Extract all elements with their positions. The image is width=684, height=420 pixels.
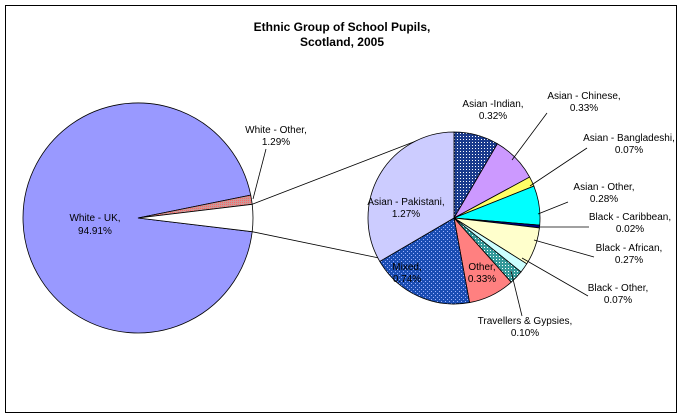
slice-label-black-african-name: Black - African, bbox=[596, 243, 663, 254]
slice-label-white-other-name: White - Other, bbox=[245, 125, 307, 136]
slice-label-white-uk-name: White - UK, bbox=[69, 213, 120, 224]
slice-label-black-other-name: Black - Other, bbox=[588, 283, 649, 294]
leader-line-asian-bangladeshi bbox=[529, 147, 588, 187]
slice-label-asian-other-name: Asian - Other, bbox=[573, 182, 634, 193]
secondary-pie bbox=[367, 131, 541, 305]
slice-label-asian-chinese-name: Asian - Chinese, bbox=[547, 91, 620, 102]
connector-lines bbox=[252, 135, 430, 259]
chart-title-line-2: Scotland, 2005 bbox=[300, 35, 384, 49]
slice-label-asian-bangladeshi-value: 0.07% bbox=[615, 145, 643, 156]
leader-line-asian-chinese bbox=[511, 112, 548, 161]
leader-line-white-other bbox=[252, 148, 267, 200]
leader-line-travellers bbox=[510, 270, 523, 317]
leader-line-asian-other bbox=[537, 201, 569, 215]
slice-label-white-other-value: 1.29% bbox=[262, 137, 290, 148]
slice-label-asian-other-value: 0.28% bbox=[590, 194, 618, 205]
slice-label-travellers-name: Travellers & Gypsies, bbox=[478, 316, 573, 327]
slice-label-other-value: 0.33% bbox=[468, 274, 496, 285]
main-pie bbox=[22, 102, 254, 334]
slice-label-other-name: Other, bbox=[468, 262, 495, 273]
slice-label-travellers-value: 0.10% bbox=[511, 328, 539, 339]
main-slice-secondary-group bbox=[137, 203, 254, 233]
slice-label-asian-pakistani-name: Asian - Pakistani, bbox=[367, 197, 444, 208]
slice-label-asian-indian-name: Asian -Indian, bbox=[462, 99, 523, 110]
secondary-slice-mixed bbox=[379, 217, 471, 305]
secondary-slice-asian-pakistani bbox=[367, 131, 455, 262]
slice-label-black-caribbean-name: Black - Caribbean, bbox=[589, 212, 671, 223]
slice-label-mixed-value: 0.74% bbox=[393, 274, 421, 285]
slice-label-mixed-name: Mixed, bbox=[392, 262, 421, 273]
leader-line-black-other bbox=[521, 257, 589, 297]
slice-label-asian-chinese-value: 0.33% bbox=[570, 103, 598, 114]
main-slice-white-uk bbox=[22, 102, 253, 334]
slice-label-black-caribbean-value: 0.02% bbox=[616, 224, 644, 235]
chart-title-line-1: Ethnic Group of School Pupils, bbox=[254, 20, 431, 34]
slice-label-asian-indian-value: 0.32% bbox=[479, 111, 507, 122]
connector-line-bottom bbox=[252, 231, 380, 259]
slice-label-white-uk-value: 94.91% bbox=[78, 226, 112, 237]
leader-line-black-african bbox=[533, 239, 595, 258]
leader-lines bbox=[252, 112, 595, 317]
connector-line-top bbox=[252, 135, 430, 205]
slice-label-asian-bangladeshi-name: Asian - Bangladeshi, bbox=[583, 133, 675, 144]
slice-label-black-other-value: 0.07% bbox=[604, 295, 632, 306]
slice-label-asian-pakistani-value: 1.27% bbox=[392, 209, 420, 220]
slice-label-black-african-value: 0.27% bbox=[615, 255, 643, 266]
